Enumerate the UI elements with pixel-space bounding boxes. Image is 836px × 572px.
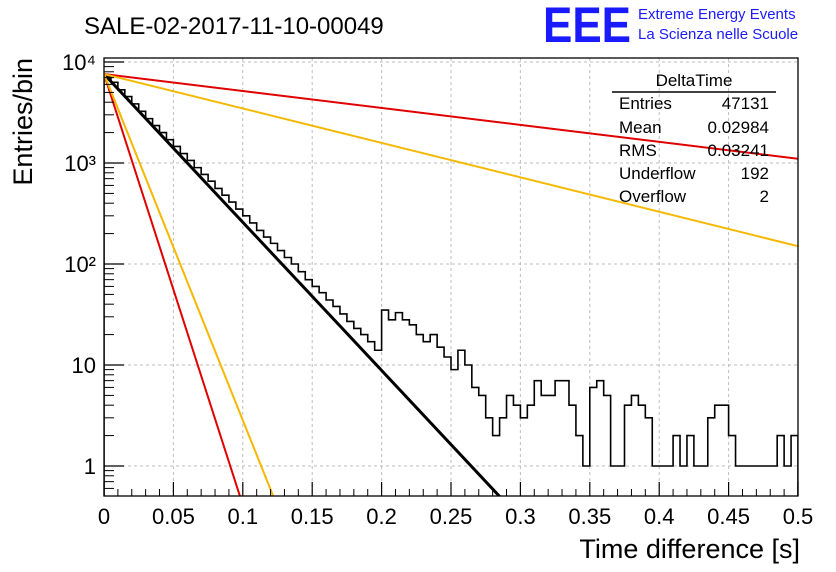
y-tick-label: 10⁴ — [62, 50, 96, 75]
stats-title: DeltaTime — [656, 71, 733, 90]
x-tick-label: 0.05 — [152, 504, 195, 529]
y-tick-label: 1 — [84, 454, 96, 479]
axis-ticks — [103, 61, 799, 496]
stats-label-rms: RMS — [619, 141, 657, 160]
grid-lines — [104, 58, 798, 496]
logo-line2: La Scienza nelle Scuole — [638, 26, 798, 43]
x-tick-label: 0.3 — [505, 504, 536, 529]
y-tick-label: 10 — [72, 353, 96, 378]
y-tick-label: 10³ — [64, 151, 96, 176]
run-title: SALE-02-2017-11-10-00049 — [84, 13, 384, 40]
fit-line — [104, 73, 275, 496]
fit-line — [104, 73, 798, 160]
stats-label-overflow: Overflow — [619, 187, 687, 206]
x-tick-label: 0.1 — [228, 504, 259, 529]
stats-value-underflow: 192 — [741, 164, 769, 183]
x-tick-label: 0.5 — [783, 504, 814, 529]
x-tick-label: 0.45 — [707, 504, 750, 529]
histogram-deltatime — [104, 75, 798, 496]
x-axis-title: Time difference [s] — [579, 534, 800, 564]
x-tick-label: 0.4 — [644, 504, 675, 529]
x-tick-label: 0.35 — [568, 504, 611, 529]
stats-value-mean: 0.02984 — [708, 118, 769, 137]
x-tick-labels: 0 0.05 0.1 0.15 0.2 0.25 0.3 0.35 0.4 0.45 0.5 — [98, 504, 813, 529]
x-tick-label: 0.15 — [291, 504, 334, 529]
fit-line — [104, 73, 501, 496]
x-tick-label: 0.25 — [430, 504, 473, 529]
stats-label-underflow: Underflow — [619, 164, 696, 183]
stats-box: DeltaTime Entries 47131 Mean 0.02984 RMS… — [612, 71, 776, 206]
y-tick-label: 10² — [64, 252, 96, 277]
y-tick-labels: 1 10 10² 10³ 10⁴ — [62, 50, 96, 479]
eee-logo: EEE — [543, 0, 631, 53]
stats-label-entries: Entries — [619, 94, 672, 113]
y-axis-title: Entries/bin — [8, 58, 38, 186]
stats-value-rms: 0.03241 — [708, 141, 769, 160]
stats-value-overflow: 2 — [760, 187, 769, 206]
fit-line — [104, 73, 241, 496]
fit-lines — [104, 73, 798, 496]
stats-value-entries: 47131 — [722, 94, 769, 113]
logo-line1: Extreme Energy Events — [638, 6, 796, 23]
stats-label-mean: Mean — [619, 118, 662, 137]
x-tick-label: 0.2 — [366, 504, 397, 529]
x-tick-label: 0 — [98, 504, 110, 529]
fit-line — [104, 73, 798, 248]
